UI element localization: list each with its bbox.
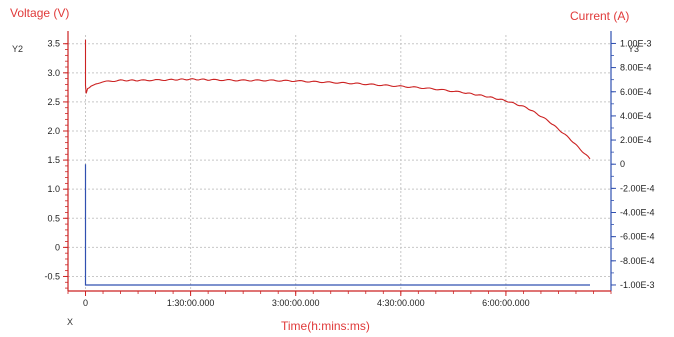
right-y-tick-label: 8.00E-4 [620, 63, 652, 73]
x-axis-title: Time(h:mins:ms) [281, 319, 370, 333]
grid [68, 35, 612, 291]
right-y-tick-label: -8.00E-4 [620, 256, 655, 266]
right-y-tick-label: -2.00E-4 [620, 183, 655, 193]
right-y-tick-label: 2.00E-4 [620, 135, 652, 145]
x-axis-ticks: 0 1:30:00.000 3:00:00.000 4:30:00.000 6:00:0… [67, 291, 612, 308]
axis-lines [67, 31, 612, 292]
y2-axis-tag: Y2 [12, 44, 23, 54]
voltage-series-line [84, 39, 591, 160]
right-axis-title: Current (A) [570, 9, 629, 23]
left-y-tick-label: 0.5 [47, 213, 60, 223]
left-y-tick-label: 2.5 [47, 97, 60, 107]
current-series-line [84, 164, 590, 286]
right-y-tick-label: 0 [620, 159, 625, 169]
left-y-tick-label: 3.5 [47, 39, 60, 49]
left-axis-title: Voltage (V) [10, 6, 69, 20]
x-tick-label: 1:30:00.000 [167, 298, 215, 308]
left-y-tick-label: 1.0 [47, 184, 60, 194]
left-y-tick-label: -0.5 [44, 271, 60, 281]
right-y-tick-label: -4.00E-4 [620, 208, 655, 218]
right-y-tick-label: -6.00E-4 [620, 232, 655, 242]
left-y-tick-label: 2.0 [47, 126, 60, 136]
y3-axis-tag: Y3 [628, 44, 639, 54]
x-tick-label: 0 [83, 298, 88, 308]
right-y-tick-label: 6.00E-4 [620, 87, 652, 97]
right-y-axis-ticks: -1.00E-3 -8.00E-4 -6.00E-4 -4.00E-4 -2.00E-4… [611, 38, 655, 290]
left-y-tick-label: 3.0 [47, 68, 60, 78]
right-y-tick-label: 1.00E-3 [620, 38, 652, 48]
left-y-tick-label: 1.5 [47, 155, 60, 165]
right-y-tick-label: 4.00E-4 [620, 111, 652, 121]
right-y-tick-label: -1.00E-3 [620, 280, 655, 290]
x-tick-label: 6:00:00.000 [482, 298, 530, 308]
x-tick-label: 3:00:00.000 [272, 298, 320, 308]
series-lines [84, 39, 591, 286]
left-y-axis-ticks: -0.5 0 0.5 1.0 1.5 2.0 2.5 3.0 3.5 [44, 39, 68, 289]
x-axis-tag: X [67, 317, 73, 327]
x-tick-label: 4:30:00.000 [377, 298, 425, 308]
left-y-tick-label: 0 [55, 242, 60, 252]
